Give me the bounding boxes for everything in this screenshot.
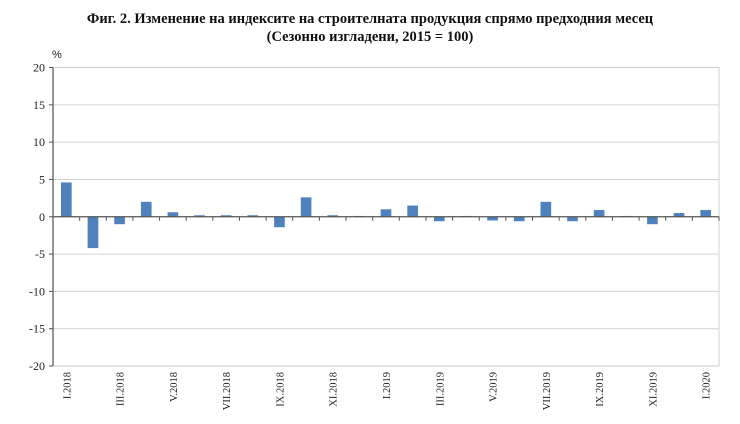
bar-IV.2018 (140, 201, 152, 217)
bar-VI.2019 (513, 216, 525, 222)
chart-title-line1: Фиг. 2. Изменение на индексите на строит… (86, 11, 654, 27)
bar-IX.2018 (274, 216, 285, 228)
x-tick-label: V.2019 (489, 372, 500, 402)
y-tick-label: 0 (39, 210, 45, 224)
y-tick-label: 20 (33, 61, 45, 75)
y-tick-label: 5 (39, 172, 45, 186)
axes (49, 67, 720, 367)
bar-I.2019 (380, 209, 392, 217)
x-tick-label: XI.2018 (329, 372, 340, 407)
bar-XII.2019 (673, 213, 685, 217)
bar-series (60, 182, 712, 249)
bar-V.2019 (487, 216, 498, 221)
bar-II.2018 (87, 216, 99, 249)
bar-VII.2018 (220, 215, 232, 217)
bar-III.2018 (114, 216, 125, 225)
x-tick-label: V.2018 (169, 372, 180, 402)
x-tick-label: I.2019 (382, 372, 393, 399)
y-tick-label: -15 (29, 322, 45, 336)
x-axis-tick-labels: I.2018 III.2018 V.2018 VII.2018 IX.2018 XI.20… (62, 372, 712, 410)
bar-VII.2019 (540, 201, 552, 217)
x-tick-label: XI.2019 (648, 372, 659, 407)
x-tick-label: IX.2018 (275, 372, 286, 407)
y-tick-label: -5 (35, 247, 45, 261)
gridlines (52, 66, 720, 367)
bar-XI.2018 (327, 215, 339, 217)
y-tick-label: 10 (33, 135, 45, 149)
bar-VI.2018 (194, 215, 205, 217)
bar-IX.2019 (593, 210, 605, 217)
bar-I.2020 (700, 210, 712, 217)
x-tick-label: IX.2019 (595, 372, 606, 407)
x-tick-label: I.2018 (62, 372, 73, 399)
bar-VIII.2018 (247, 215, 259, 217)
bar-XI.2019 (647, 216, 658, 225)
bar-X.2018 (300, 197, 312, 217)
y-tick-label: 15 (33, 98, 45, 112)
x-tick-label: VII.2019 (542, 372, 553, 410)
chart-title: Фиг. 2. Изменение на индексите на строит… (0, 10, 740, 46)
bar-VIII.2019 (567, 216, 578, 222)
bar-V.2018 (167, 212, 179, 217)
bar-I.2018 (60, 182, 72, 217)
x-tick-label: I.2020 (702, 372, 713, 399)
x-tick-label: VII.2018 (222, 372, 233, 410)
x-tick-label: III.2019 (435, 372, 446, 406)
bar-II.2019 (407, 205, 418, 217)
y-tick-label: -10 (29, 284, 45, 298)
chart-subtitle: (Сезонно изгладени, 2015 = 100) (266, 29, 474, 45)
bar-III.2019 (433, 216, 445, 222)
y-axis-unit-label: % (52, 49, 62, 61)
x-tick-label: III.2018 (116, 372, 127, 406)
y-axis-tick-labels: 20 15 10 5 0 -5 -10 -15 -20 (29, 61, 45, 374)
y-tick-label: -20 (29, 359, 45, 373)
